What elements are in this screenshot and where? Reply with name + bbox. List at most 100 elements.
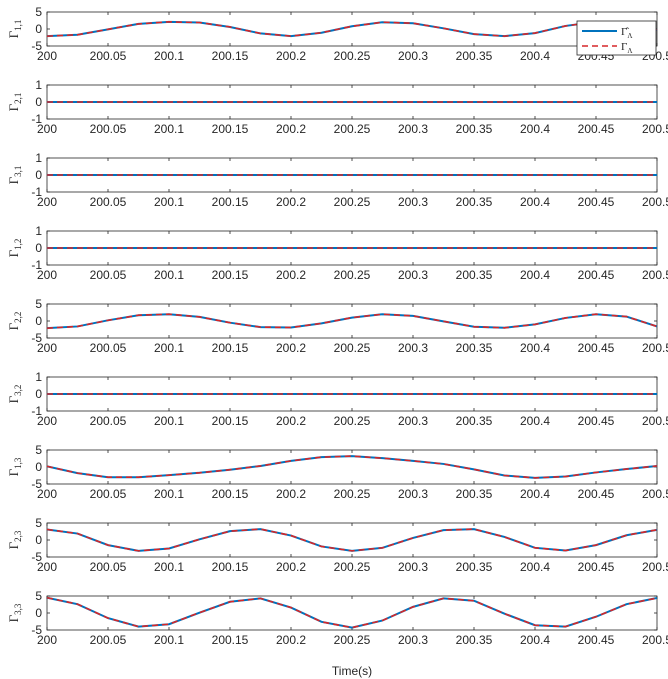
x-tick-label: 200.45 [578,341,615,355]
x-tick-label: 200.45 [578,560,615,574]
series-actual-line [47,596,657,629]
x-tick-label: 200.45 [578,122,615,136]
y-tick-label: -5 [31,477,42,491]
y-tick-label: 1 [35,224,42,238]
x-tick-label: 200 [37,122,57,136]
x-tick-label: 200.25 [334,49,371,63]
x-tick-label: 200.25 [334,633,371,647]
subplot-2: 200 200.05 200.1 200.15 200.2 200.25 200.3 200.… [6,78,668,136]
x-tick-label: 200.05 [90,560,127,574]
y-axis-label-sub: 2,1 [13,93,23,104]
x-tick-label: 200.15 [212,49,249,63]
x-tick-label: 200.5 [642,268,668,282]
x-tick-label: 200.1 [154,49,184,63]
x-tick-label: 200.1 [154,122,184,136]
x-tick-label: 200.4 [520,268,550,282]
y-axis-label: Γ3,1 [6,166,23,185]
x-tick-label: 200.4 [520,560,550,574]
x-tick-label: 200.2 [276,560,306,574]
subplot-9: 200 200.05 200.1 200.15 200.2 200.25 200.3 200.… [6,589,668,647]
x-tick-label: 200.3 [398,268,428,282]
x-tick-label: 200.5 [642,195,668,209]
y-axis-label-sub: 2,2 [13,312,23,323]
y-tick-label: -1 [31,112,42,126]
x-tick-label: 200.2 [276,633,306,647]
y-tick-label: 1 [35,151,42,165]
x-tick-label: 200.35 [456,49,493,63]
y-axis-label: Γ1,2 [6,239,23,258]
subplot-1: 200 200.05 200.1 200.15 200.2 200.25 200.3 200.… [6,5,668,63]
x-tick-label: 200.15 [212,268,249,282]
x-tick-label: 200.1 [154,414,184,428]
x-tick-label: 200.2 [276,195,306,209]
x-tick-label: 200.45 [578,268,615,282]
x-tick-label: 200.25 [334,341,371,355]
y-axis-label-sub: 1,3 [13,457,23,469]
x-tick-label: 200.2 [276,122,306,136]
y-tick-label: 0 [35,533,42,547]
x-tick-label: 200.25 [334,268,371,282]
y-tick-label: 1 [35,78,42,92]
x-tick-label: 200 [37,560,57,574]
x-tick-label: 200 [37,268,57,282]
x-tick-label: 200.4 [520,122,550,136]
series-actual-line [47,313,657,329]
x-tick-label: 200 [37,487,57,501]
y-tick-label: 5 [35,516,42,530]
x-tick-label: 200.1 [154,268,184,282]
legend-entry-sub: Λ [627,47,632,55]
subplot-4: 200 200.05 200.1 200.15 200.2 200.25 200.3 200.… [6,224,668,282]
x-tick-label: 200.35 [456,122,493,136]
y-tick-label: 0 [35,241,42,255]
legend-entry-main: Γ̂ [621,26,629,38]
x-tick-label: 200.4 [520,49,550,63]
y-axis-label-main: Γ [6,249,21,257]
y-axis-label-sub: 1,2 [13,239,23,250]
y-tick-label: 1 [35,370,42,384]
y-axis-label-sub: 3,2 [13,385,23,396]
series-actual-line [47,528,657,552]
y-axis-label-main: Γ [6,30,21,38]
x-tick-label: 200.5 [642,122,668,136]
x-tick-label: 200.45 [578,414,615,428]
x-tick-label: 200.15 [212,341,249,355]
y-tick-label: -5 [31,39,42,53]
y-axis-label: Γ3,2 [6,385,23,404]
y-tick-label: -5 [31,550,42,564]
legend-entry-label: Γ̂Λ [621,26,632,40]
y-axis-label: Γ1,3 [6,457,23,476]
y-tick-label: 0 [35,95,42,109]
x-tick-label: 200.3 [398,414,428,428]
x-tick-label: 200.05 [90,414,127,428]
x-tick-label: 200.25 [334,195,371,209]
x-tick-label: 200.3 [398,560,428,574]
axes-box [46,303,658,339]
y-tick-label: 0 [35,387,42,401]
axes-box [46,11,658,47]
x-tick-label: 200.4 [520,487,550,501]
x-tick-label: 200.4 [520,195,550,209]
y-tick-label: -1 [31,404,42,418]
legend-box [576,20,657,56]
y-axis-label-main: Γ [6,103,21,111]
subplot-7: 200 200.05 200.1 200.15 200.2 200.25 200.3 200.… [6,443,668,501]
legend: Γ̂ΛΓΛ [576,20,657,56]
y-tick-label: 5 [35,589,42,603]
y-axis-label-sub: 1,1 [13,20,23,31]
x-tick-label: 200.45 [578,195,615,209]
x-tick-label: 200.35 [456,560,493,574]
x-tick-label: 200.1 [154,487,184,501]
y-tick-label: -1 [31,258,42,272]
x-tick-label: 200.2 [276,341,306,355]
subplot-6: 200 200.05 200.1 200.15 200.2 200.25 200.3 200.… [6,370,668,428]
y-axis-label-main: Γ [6,541,21,549]
x-tick-label: 200.2 [276,414,306,428]
x-tick-label: 200.25 [334,487,371,501]
x-tick-label: 200.15 [212,560,249,574]
x-tick-label: 200.15 [212,122,249,136]
axes-box [46,449,658,485]
y-tick-label: 0 [35,606,42,620]
x-tick-label: 200.5 [642,414,668,428]
x-tick-label: 200.5 [642,633,668,647]
x-tick-label: 200.1 [154,341,184,355]
